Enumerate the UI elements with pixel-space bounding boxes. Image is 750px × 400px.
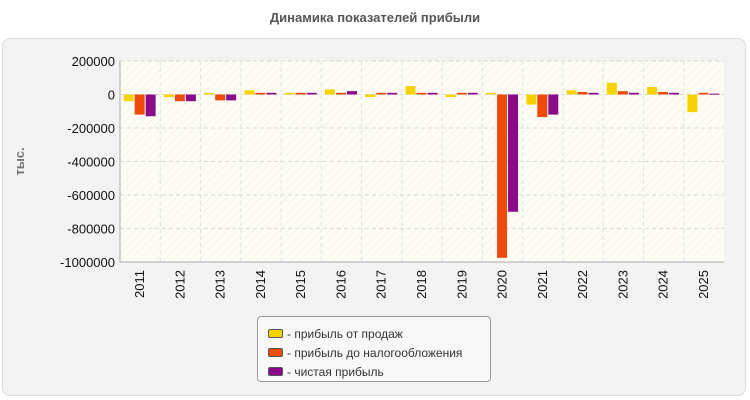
bar	[617, 91, 628, 95]
bar	[244, 90, 255, 95]
x-tick-label: 2023	[615, 270, 630, 299]
bar	[486, 92, 497, 95]
bar	[174, 94, 185, 102]
bar	[185, 94, 196, 102]
bar	[427, 92, 438, 95]
bar	[306, 92, 317, 95]
legend-swatch-net-profit	[268, 367, 283, 376]
y-axis-label: тыс.	[12, 147, 27, 175]
bar	[134, 94, 145, 115]
legend: - прибыль от продаж - прибыль до налогоо…	[257, 316, 491, 382]
bar	[508, 94, 519, 212]
y-tick-label: 0	[108, 88, 115, 103]
bar	[669, 92, 680, 95]
bar	[698, 92, 709, 95]
x-tick-label: 2013	[213, 270, 228, 299]
x-tick-label: 2016	[333, 270, 348, 299]
y-tick-label: -400000	[67, 155, 115, 170]
bar	[577, 91, 588, 95]
x-tick-label: 2015	[293, 270, 308, 299]
bar	[537, 94, 548, 118]
legend-item-net-profit: - чистая прибыль	[268, 362, 490, 381]
bar	[387, 92, 398, 95]
x-tick-label: 2018	[414, 270, 429, 299]
bar	[284, 92, 295, 95]
x-tick-label: 2017	[374, 270, 389, 299]
bar	[163, 94, 174, 98]
bar	[709, 93, 720, 95]
x-tick-label: 2020	[495, 270, 510, 299]
bar	[123, 94, 134, 102]
bar	[416, 92, 427, 95]
bar	[445, 94, 456, 98]
x-tick-label: 2021	[535, 270, 550, 299]
bar	[204, 92, 215, 95]
legend-label-sales-profit: - прибыль от продаж	[287, 326, 403, 341]
bar	[658, 91, 669, 95]
bar	[145, 94, 156, 117]
x-tick-label: 2022	[575, 270, 590, 299]
bar	[255, 92, 266, 95]
y-tick-label: -800000	[67, 222, 115, 237]
x-tick-label: 2012	[172, 270, 187, 299]
legend-label-net-profit: - чистая прибыль	[287, 364, 384, 379]
legend-label-pretax-profit: - прибыль до налогообложения	[287, 345, 463, 360]
bar	[566, 90, 577, 95]
x-tick-label: 2024	[656, 270, 671, 299]
y-tick-label: -600000	[67, 188, 115, 203]
x-tick-label: 2011	[132, 270, 147, 298]
x-tick-label: 2014	[253, 270, 268, 299]
chart-title: Динамика показателей прибыли	[269, 10, 481, 25]
bar	[526, 94, 537, 105]
legend-swatch-sales-profit	[268, 329, 283, 338]
y-tick-label: -200000	[67, 121, 115, 136]
bar	[687, 94, 698, 113]
y-tick-label: -1000000	[60, 255, 115, 270]
bar	[324, 89, 335, 95]
x-tick-label: 2019	[454, 270, 469, 299]
bar	[588, 92, 599, 95]
y-tick-label: 200000	[72, 54, 115, 69]
bar	[548, 94, 559, 115]
bar	[226, 94, 237, 101]
bar	[266, 92, 277, 95]
legend-item-sales-profit: - прибыль от продаж	[268, 324, 490, 343]
bar	[335, 92, 346, 95]
x-tick-label: 2025	[696, 270, 711, 299]
bar	[467, 92, 478, 95]
legend-item-pretax-profit: - прибыль до налогообложения	[268, 343, 490, 362]
bar	[295, 92, 306, 95]
bar	[647, 86, 658, 95]
bar	[215, 94, 226, 101]
bar	[606, 82, 617, 95]
bar	[405, 86, 416, 95]
bar	[456, 92, 467, 95]
bar	[365, 94, 376, 98]
legend-swatch-pretax-profit	[268, 348, 283, 357]
bar	[376, 92, 387, 95]
bar	[628, 92, 639, 95]
bar	[497, 94, 508, 258]
bar	[346, 91, 357, 95]
